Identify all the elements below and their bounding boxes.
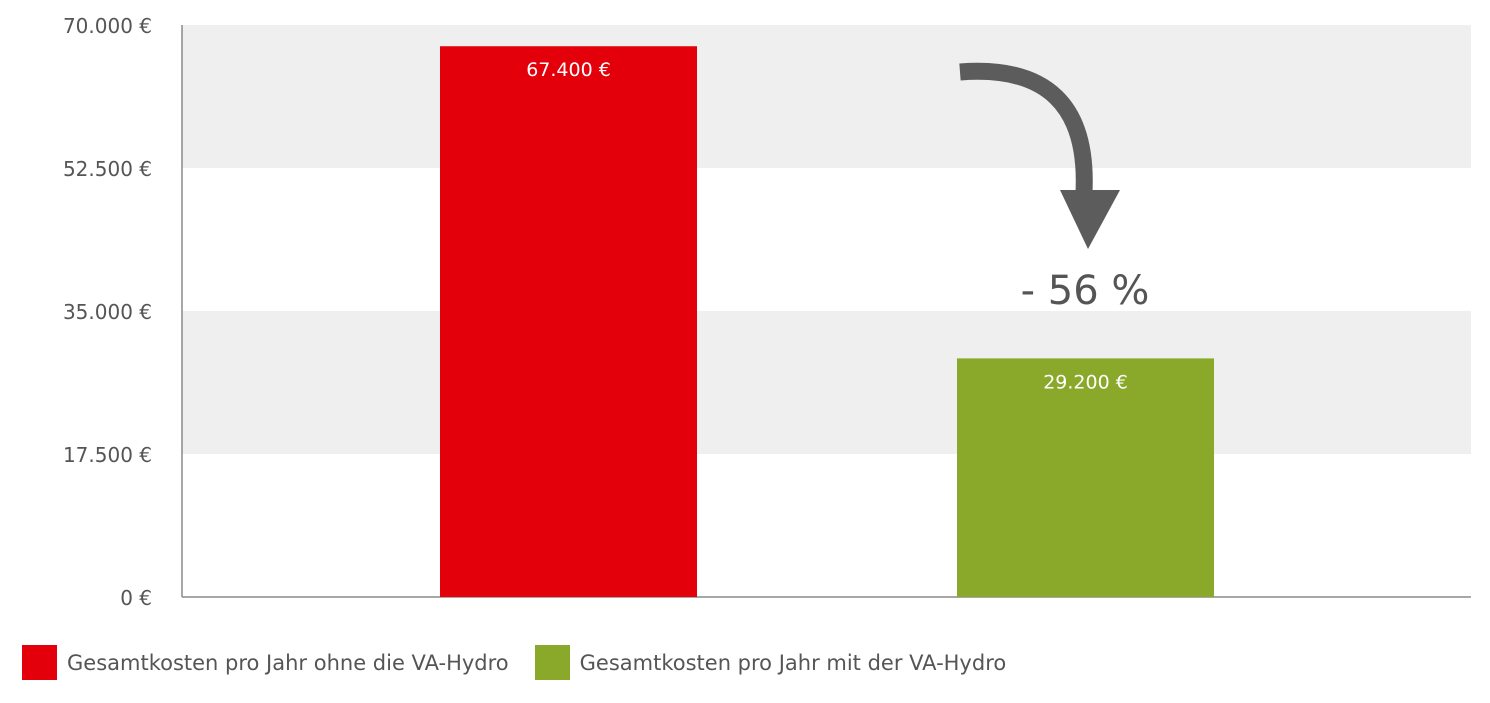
y-tick-label: 70.000 € <box>63 14 152 38</box>
axes <box>181 25 1471 598</box>
reduction-percent: - 56 % <box>1021 268 1150 314</box>
bar <box>957 358 1214 597</box>
bar-value-label: 29.200 € <box>1043 371 1128 393</box>
legend-item-mit: Gesamtkosten pro Jahr mit der VA-Hydro <box>534 645 1007 680</box>
legend-item-ohne: Gesamtkosten pro Jahr ohne die VA-Hydro <box>22 645 509 680</box>
y-tick-labels: 0 € 17.500 € 35.000 € 52.500 € 70.000 € <box>63 14 152 610</box>
bars <box>440 46 1214 597</box>
grid-bands <box>182 25 1471 454</box>
bar-chart: 0 € 17.500 € 35.000 € 52.500 € 70.000 € 67.4… <box>63 14 1471 610</box>
legend-label-mit: Gesamtkosten pro Jahr mit der VA-Hydro <box>579 650 1007 675</box>
legend: Gesamtkosten pro Jahr ohne die VA-Hydro … <box>22 645 1032 680</box>
arrow-head-icon <box>1060 190 1120 249</box>
bar <box>440 46 697 597</box>
grid-band <box>182 311 1471 454</box>
y-tick-label: 17.500 € <box>63 443 152 467</box>
y-tick-label: 52.500 € <box>63 157 152 181</box>
y-tick-label: 0 € <box>120 586 152 610</box>
reduction-annotation: - 56 % <box>959 62 1150 314</box>
curved-arrow-icon <box>959 62 1093 193</box>
bar-value-label: 67.400 € <box>526 59 611 81</box>
grid-band <box>182 25 1471 168</box>
legend-swatch-red <box>22 645 57 680</box>
bar-value-labels: 67.400 € 29.200 € <box>526 59 1128 393</box>
legend-label-ohne: Gesamtkosten pro Jahr ohne die VA-Hydro <box>67 650 509 675</box>
legend-swatch-green <box>534 645 570 680</box>
y-tick-label: 35.000 € <box>63 300 152 324</box>
